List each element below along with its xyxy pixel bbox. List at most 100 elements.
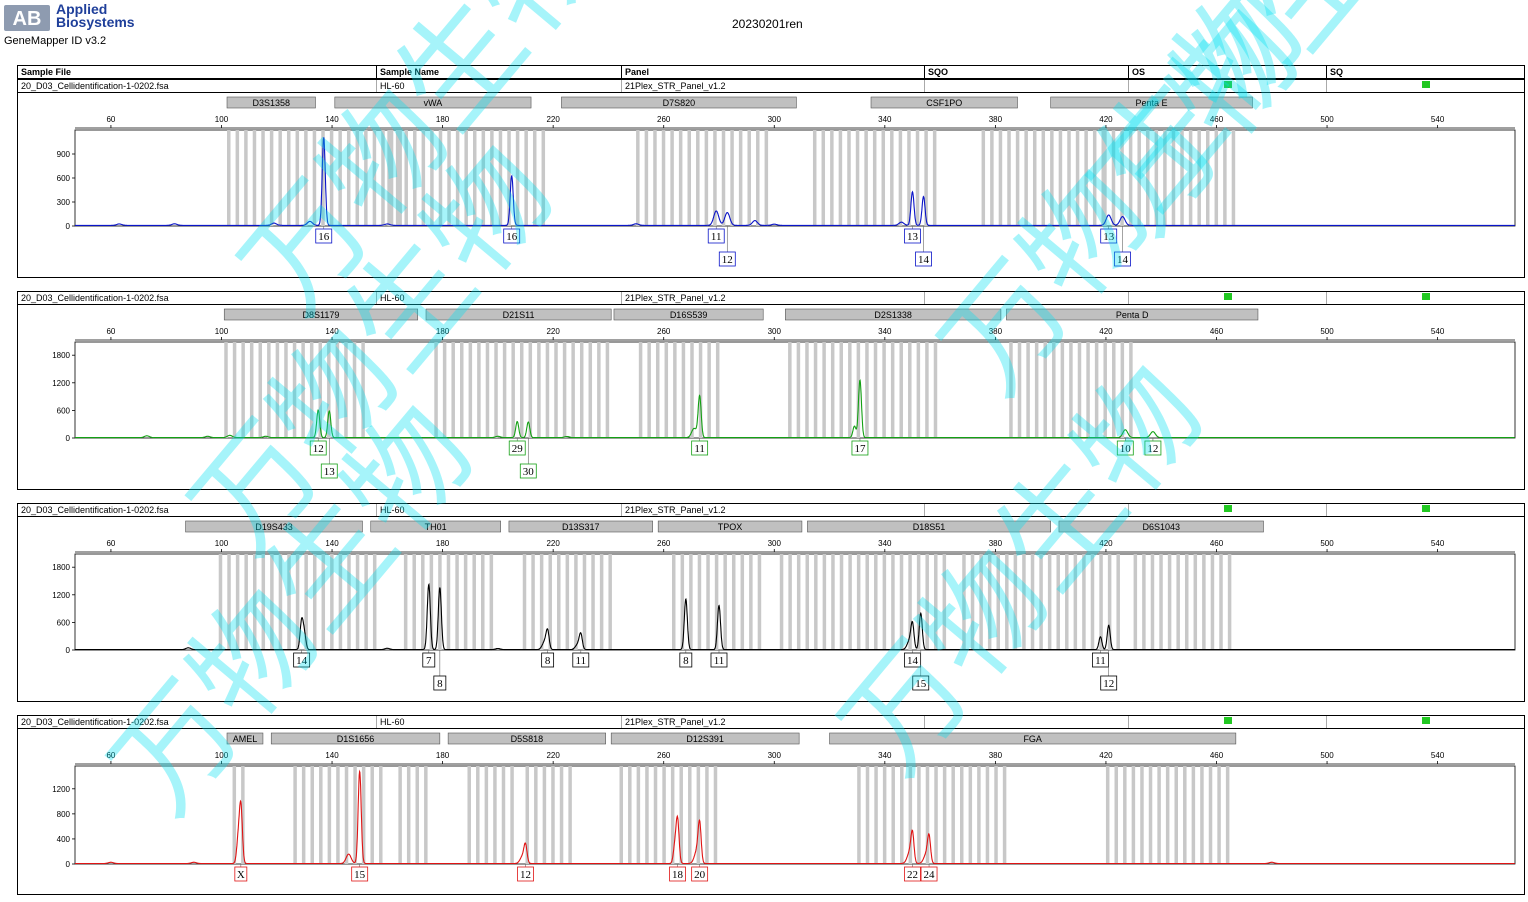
allele-bin [723,554,727,650]
allele-call: 20 [691,864,709,882]
marker-name: D2S1338 [874,310,912,320]
allele-bin [805,342,809,438]
allele-bin [278,130,282,226]
marker-label: D3S1358 [226,96,316,109]
allele-call: 29 [508,438,526,456]
allele-bin [597,342,601,438]
marker-name: D12S391 [686,734,724,744]
allele-bin [891,554,895,650]
allele-call: 14 [915,226,932,267]
allele-bin [830,342,835,438]
allele-bin [822,342,826,438]
allele-bin [1075,130,1080,226]
column-sq: SQ [1330,67,1344,77]
marker-label: vWA [334,96,532,109]
allele-bin [477,342,481,438]
allele-bin [856,554,861,650]
allele-call-label: 18 [672,869,684,881]
allele-bin [1094,342,1099,438]
allele-bin [838,130,843,226]
allele-bin [890,342,895,438]
allele-call-box [915,251,932,267]
allele-bin [476,766,480,864]
allele-bin [319,766,323,864]
allele-bin [531,554,535,650]
marker-label: D21S11 [425,308,612,321]
allele-call: 7 [422,650,436,668]
marker-label: TPOX [657,520,803,533]
marker-label: Penta E [1050,96,1253,109]
allele-bin [1123,766,1127,864]
y-tick-label: 1200 [52,591,70,600]
allele-bin [275,342,280,438]
allele-bin [715,342,720,438]
allele-call-box [851,440,869,456]
allele-call: 10 [1116,438,1134,456]
allele-bin [344,766,349,864]
allele-call: 12 [718,226,736,267]
allele-bin [218,554,223,650]
bin-group [227,130,1236,226]
allele-bin [232,342,237,438]
allele-call-box [710,652,728,668]
sample-info-row: 20_D03_Cellidentification-1-0202.fsa HL-… [18,292,1524,305]
allele-bin [582,554,587,650]
allele-bin [873,342,878,438]
allele-call: 11 [1092,650,1109,668]
trace-line [75,137,1515,226]
os-quality-flag [1224,293,1232,300]
panel-name: 21Plex_STR_Panel_v1.2 [625,81,726,91]
allele-bin [261,554,266,650]
allele-call-box [293,652,311,668]
allele-bin [498,130,503,226]
sample-name: HL-60 [380,717,405,727]
allele-bin [335,342,340,438]
allele-bin [981,130,986,226]
allele-bin [757,554,762,650]
allele-bin [968,766,973,864]
allele-call-label: 13 [324,466,336,478]
allele-bin [412,554,416,650]
allele-bin [1058,130,1063,226]
allele-bin [353,766,357,864]
marker-bar [270,732,441,745]
sq-quality-flag [1422,81,1430,88]
allele-call-label: 11 [1095,655,1106,667]
allele-bin [1047,554,1052,650]
allele-bin [764,130,769,226]
allele-call: 13 [320,438,338,479]
allele-bin [779,554,784,650]
allele-bin [532,130,537,226]
allele-bin [571,342,575,438]
trace-line [75,379,1515,439]
allele-call-label: 12 [1147,443,1158,455]
allele-bin [227,130,231,226]
x-tick-label: 60 [106,327,115,336]
allele-bin [645,766,649,864]
allele-bin [942,554,947,650]
panel-name: 21Plex_STR_Panel_v1.2 [625,505,726,515]
allele-call: 17 [851,438,869,456]
allele-bin [882,554,887,650]
allele-bin [1013,554,1018,650]
marker-bar [613,308,764,321]
allele-bin [1120,342,1125,438]
marker-label: D13S317 [508,520,653,533]
allele-bin [907,130,911,226]
allele-bin [1086,342,1090,438]
allele-bin [857,766,861,864]
project-name: 20230201ren [732,17,803,31]
electropherogram-panel-red: 20_D03_Cellidentification-1-0202.fsa HL-… [17,715,1525,895]
allele-bin [661,130,666,226]
allele-bin [934,554,938,650]
marker-name: TPOX [718,522,743,532]
allele-bin [327,766,332,864]
allele-bin [446,554,451,650]
allele-bin [628,766,632,864]
allele-bin [525,766,530,864]
allele-call-label: 11 [694,443,705,455]
allele-bin [1082,554,1086,650]
sample-file: 20_D03_Cellidentification-1-0202.fsa [21,81,169,91]
sample-info-row: 20_D03_Cellidentification-1-0202.fsa HL-… [18,504,1524,517]
allele-bin [1231,130,1236,226]
